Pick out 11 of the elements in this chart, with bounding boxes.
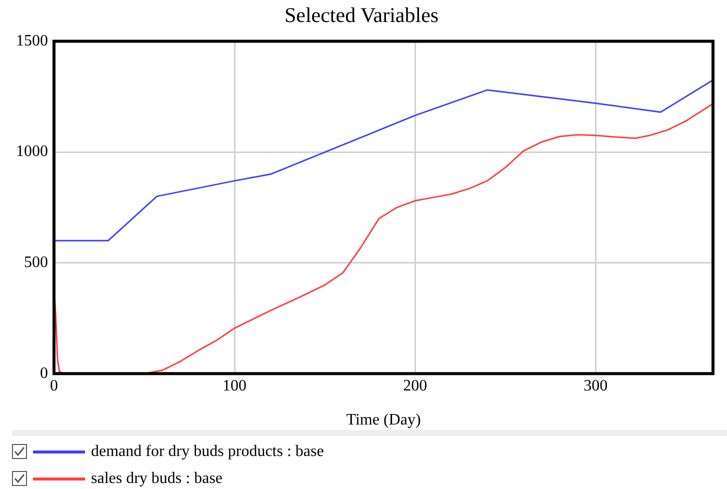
y-tick-label: 500	[24, 254, 48, 272]
y-tick-label: 0	[40, 364, 48, 382]
legend-label: demand for dry buds products : base	[91, 442, 324, 460]
x-tick-label: 300	[584, 377, 608, 394]
x-tick-label: 200	[403, 377, 428, 394]
x-tick-label: 100	[222, 377, 247, 394]
legend-label: sales dry buds : base	[91, 470, 223, 488]
y-tick-label: 1500	[16, 32, 48, 50]
x-axis-title: Time (Day)	[346, 412, 421, 429]
chart-title: Selected Variables	[284, 3, 439, 28]
y-tick-label: 1000	[16, 143, 48, 160]
